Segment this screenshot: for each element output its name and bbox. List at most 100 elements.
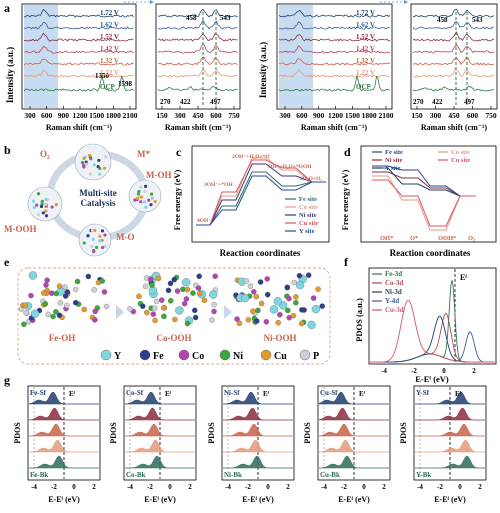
atom — [190, 290, 196, 296]
g-layer-4 — [319, 455, 389, 469]
tick-label-1: 300 — [430, 111, 442, 120]
g-layer-2 — [318, 423, 389, 437]
atom — [269, 305, 279, 314]
g-xtick-2: 0 — [458, 483, 462, 491]
g-layer-3 — [318, 439, 389, 453]
atom — [286, 295, 292, 302]
peak-497-label-right: 497 — [464, 98, 475, 106]
atom — [184, 320, 191, 327]
d-series-3 — [372, 175, 476, 231]
atom — [140, 303, 146, 309]
c-ann-3: 3OH⁻+*OH — [204, 182, 233, 188]
atom — [319, 303, 325, 309]
atom — [136, 293, 142, 300]
atom-dot — [95, 245, 99, 249]
atom-dot — [44, 209, 48, 213]
atom — [92, 317, 98, 323]
atom-dot — [82, 156, 86, 160]
f-legend-label-2: Ni-3d — [385, 288, 402, 296]
panel-a-ylabel: Intensity (a.u.) — [5, 47, 15, 103]
g-xtick-0: -4 — [127, 483, 133, 491]
structure-fe-oh: Fe-OH — [49, 333, 76, 343]
tick-label-1: 300 — [174, 111, 186, 120]
element-legend-dot-1 — [139, 349, 151, 361]
atom — [209, 317, 215, 323]
tick-label-1: 600 — [41, 111, 53, 120]
tick-label-4: 1500 — [345, 111, 360, 120]
panel-a-leftzoom-xlabel: Raman shift (cm⁻¹) — [165, 123, 232, 132]
atom-dot — [41, 211, 45, 215]
atom-dot — [40, 199, 44, 203]
atom — [53, 290, 59, 297]
g-top-label-1: Co-Sf — [126, 389, 144, 397]
atom — [236, 320, 243, 327]
voltage-label-4: 1.32 V — [356, 57, 375, 65]
g-layer-1 — [223, 407, 293, 421]
atom — [99, 278, 106, 284]
panel-f-ef: Eᶠ — [460, 273, 467, 282]
atom — [21, 321, 27, 328]
atom — [91, 287, 97, 293]
atom — [196, 273, 202, 279]
atom — [142, 283, 149, 290]
peak-422-label: 422 — [180, 98, 191, 106]
atom — [174, 288, 181, 294]
atom — [257, 279, 264, 285]
f-legend-label-4: Cu-3d — [385, 306, 404, 314]
atom — [240, 294, 250, 303]
g-xtick-1: -2 — [341, 483, 347, 491]
panel-b-cycle-diagram: Multi-site Catalysis O₂ M* M-OH M-O M-OO… — [4, 143, 172, 257]
g-xtick-2: 0 — [168, 483, 172, 491]
atom — [50, 313, 56, 320]
panel-a-right-ylabel: Intensity (a.u.) — [258, 42, 268, 98]
atom — [251, 289, 257, 295]
atom-dot — [86, 234, 90, 238]
g-layer-1 — [28, 407, 99, 421]
tick-label-2: 900 — [58, 111, 70, 120]
panel-a-rightzoom-xlabel: Raman shift (cm⁻¹) — [421, 123, 488, 132]
atom — [72, 286, 79, 293]
atom — [253, 293, 260, 300]
g-layer-0 — [223, 391, 293, 405]
structure-ni-ooh: Ni-OOH — [264, 333, 297, 343]
atom-dot — [44, 214, 49, 218]
g-top-label-2: Ni-Sf — [224, 389, 240, 397]
raman-trace-2 — [23, 32, 134, 42]
atom — [150, 311, 157, 317]
c-legend-label-2: Ni site — [299, 212, 317, 219]
atom-dot — [39, 204, 44, 209]
atom — [291, 279, 297, 286]
atom — [101, 289, 108, 295]
voltage-label-3: 1.42 V — [100, 45, 119, 53]
voltage-label-6: OCP — [100, 83, 116, 91]
raman-trace-2 — [278, 34, 391, 42]
g-xlabel-2: E-Eᶠ (eV) — [242, 495, 274, 504]
voltage-label-1: 1.62 V — [356, 21, 375, 29]
element-legend-dot-4 — [260, 349, 272, 361]
atom — [153, 298, 160, 305]
element-legend-label-4: Cu — [274, 351, 287, 362]
atom-dot — [139, 200, 143, 204]
atom-dot — [31, 199, 36, 203]
atom — [295, 280, 305, 290]
g-layer-2 — [415, 423, 485, 437]
raman-trace-4 — [279, 58, 391, 66]
tick-label-2: 450 — [448, 111, 460, 120]
atom-dot — [149, 192, 154, 196]
g-layer-3 — [125, 439, 195, 453]
atom — [92, 308, 98, 315]
g-ylabel-1: PDOS — [109, 422, 118, 444]
g-bottom-label-3: Cu-Bk — [320, 471, 340, 479]
g-layer-4 — [223, 455, 293, 469]
panel-a-right-zoom-plot: 458 543 270 422 497 150 300 450 600 750 Rama… — [410, 3, 498, 132]
raman-zoom-trace-2 — [412, 31, 495, 42]
atom — [290, 312, 297, 319]
pdos-curve-2 — [370, 315, 495, 363]
atom — [310, 295, 317, 301]
atom — [296, 272, 303, 279]
panel-d-xlabel: Reaction coordinates — [390, 248, 471, 258]
element-legend-label-5: P — [313, 351, 319, 362]
mstar-label: M* — [137, 149, 150, 159]
atom — [155, 275, 162, 282]
c-ann-2: OH⁻+H₂O+*OOH — [268, 164, 312, 170]
